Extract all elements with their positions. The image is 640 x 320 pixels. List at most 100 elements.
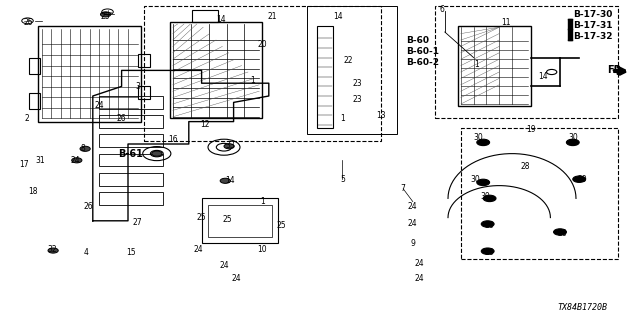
Text: 26: 26 [116,114,127,123]
Text: 1: 1 [250,76,255,84]
Text: 24: 24 [94,101,104,110]
Circle shape [220,178,230,183]
Text: 30: 30 [470,175,480,184]
Text: 24: 24 [414,260,424,268]
Text: 29: 29 [577,175,588,184]
Bar [138,54,150,67]
Text: 30: 30 [557,229,567,238]
Circle shape [566,139,579,146]
Bar [208,205,272,237]
Bar [99,96,163,109]
Bar [458,26,531,106]
Text: 24: 24 [414,274,424,283]
Text: 24: 24 [219,261,229,270]
Text: 8: 8 [81,144,86,153]
Text: 21: 21 [268,12,276,20]
Text: 14: 14 [538,72,548,81]
Text: 5: 5 [340,175,345,184]
Text: 9: 9 [410,239,415,248]
Text: 23: 23 [352,79,362,88]
Bar [170,22,262,118]
Text: 14: 14 [216,15,226,24]
Text: 26: 26 [83,202,93,211]
Circle shape [100,12,111,17]
Text: 24: 24 [70,156,81,164]
Text: 4: 4 [84,248,89,257]
Bar [38,26,141,122]
Text: FR.: FR. [607,65,625,76]
Bar [307,6,397,134]
Circle shape [72,158,82,163]
Text: 23: 23 [352,95,362,104]
Circle shape [152,151,162,156]
Bar [192,10,218,22]
Text: 33: 33 [225,141,236,150]
Bar [99,192,163,205]
Text: TX84B1720B: TX84B1720B [557,303,607,312]
Bar [461,128,618,259]
Text: 18: 18 [29,188,38,196]
Bar [317,26,333,128]
Text: 24: 24 [232,274,242,283]
Circle shape [554,229,566,235]
Text: 19: 19 [526,125,536,134]
Text: 25: 25 [100,12,111,20]
Text: 24: 24 [408,220,418,228]
Text: 1: 1 [474,60,479,68]
Text: 28: 28 [520,162,529,171]
Bar [99,173,163,186]
Text: 1: 1 [260,197,265,206]
Text: 30: 30 [480,192,490,201]
Text: 12: 12 [200,120,209,129]
Circle shape [48,248,58,253]
Bar [99,154,163,166]
Circle shape [573,176,586,182]
Bar [29,93,40,109]
Text: 24: 24 [408,202,418,211]
Text: 1: 1 [340,114,345,123]
Bar [138,86,150,99]
Text: 25: 25 [196,213,207,222]
Text: B-61: B-61 [118,148,143,159]
Text: 17: 17 [19,160,29,169]
Text: 16: 16 [168,135,178,144]
Circle shape [477,179,490,186]
Text: 25: 25 [23,18,33,27]
Bar [99,115,163,128]
Text: 22: 22 [344,56,353,65]
Circle shape [224,144,234,149]
Text: 31: 31 [35,156,45,164]
Text: 3: 3 [135,82,140,91]
Text: 10: 10 [257,245,268,254]
Text: 2: 2 [24,114,29,123]
Text: 30: 30 [568,133,578,142]
Circle shape [477,139,490,146]
Bar [202,198,278,243]
Bar [435,6,618,118]
Text: 11: 11 [501,18,510,27]
Circle shape [483,195,496,202]
Text: 25: 25 [276,221,287,230]
Circle shape [481,248,494,254]
Text: 25: 25 [222,215,232,224]
Circle shape [80,146,90,151]
Text: 7: 7 [401,184,406,193]
Text: B-60
B-60-1
B-60-2: B-60 B-60-1 B-60-2 [406,36,440,67]
Text: 6: 6 [439,5,444,14]
Circle shape [481,221,494,227]
Text: B-17-30
B-17-31
B-17-32: B-17-30 B-17-31 B-17-32 [573,10,612,41]
Text: 20: 20 [257,40,268,49]
Text: 30: 30 [484,248,495,257]
Bar [144,6,381,141]
Text: 30: 30 [474,133,484,142]
Text: 15: 15 [126,248,136,257]
Text: 27: 27 [132,218,143,227]
Bar [29,58,40,74]
Bar [568,19,572,40]
Text: 24: 24 [193,245,204,254]
Bar [99,134,163,147]
Text: 13: 13 [376,111,386,120]
Text: 14: 14 [333,12,343,20]
Text: 30: 30 [484,221,495,230]
Text: 32: 32 [47,245,58,254]
